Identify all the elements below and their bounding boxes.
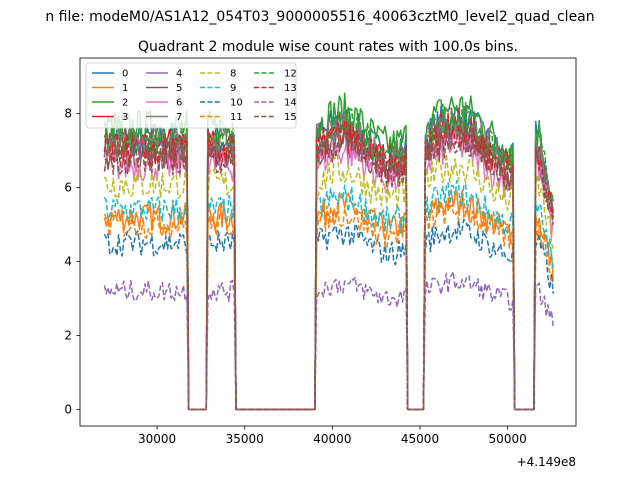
- x-tick-label: 50000: [489, 432, 527, 446]
- y-tick-label: 8: [64, 106, 72, 120]
- legend-label: 7: [176, 112, 182, 123]
- suptitle: n file: modeM0/AS1A12_054T03_9000005516_…: [45, 9, 594, 25]
- legend-item: 1: [92, 83, 128, 94]
- legend-item: 10: [200, 98, 243, 109]
- legend-item: 5: [146, 83, 182, 94]
- series-line-14: [103, 270, 554, 411]
- series-layer: [103, 92, 554, 411]
- x-tick-label: 40000: [313, 432, 351, 446]
- legend-label: 8: [230, 69, 236, 80]
- chart-title: Quadrant 2 module wise count rates with …: [138, 39, 518, 55]
- legend-label: 0: [122, 69, 128, 80]
- legend-label: 11: [230, 112, 243, 123]
- legend-item: 12: [254, 69, 297, 80]
- legend-label: 6: [176, 98, 182, 109]
- x-axis: 30000 35000 40000 45000 50000: [138, 426, 527, 446]
- legend-item: 6: [146, 98, 182, 109]
- legend-label: 14: [284, 98, 297, 109]
- legend-label: 10: [230, 98, 243, 109]
- legend-label: 5: [176, 83, 182, 94]
- y-tick-label: 6: [64, 180, 72, 194]
- legend-label: 13: [284, 83, 297, 94]
- legend-label: 4: [176, 69, 182, 80]
- legend-item: 7: [146, 112, 182, 123]
- legend-frame: [85, 62, 297, 129]
- legend-label: 3: [122, 112, 128, 123]
- series-line-10: [103, 218, 554, 411]
- legend-item: 11: [200, 112, 243, 123]
- legend-item: 2: [92, 98, 128, 109]
- legend-item: 14: [254, 98, 297, 109]
- y-tick-label: 2: [64, 328, 72, 342]
- y-tick-label: 4: [64, 254, 72, 268]
- legend-item: 8: [200, 69, 236, 80]
- x-offset-label: +4.149e8: [517, 455, 576, 469]
- legend-item: 3: [92, 112, 128, 123]
- y-axis: 0 2 4 6 8: [64, 106, 80, 416]
- legend-item: 4: [146, 69, 182, 80]
- legend-item: 13: [254, 83, 297, 94]
- series-line-11: [103, 197, 554, 411]
- series-line-6: [103, 128, 554, 411]
- legend-label: 2: [122, 98, 128, 109]
- legend-item: 15: [254, 112, 297, 123]
- legend-item: 9: [200, 83, 236, 94]
- legend-label: 1: [122, 83, 128, 94]
- legend-label: 15: [284, 112, 297, 123]
- x-tick-label: 35000: [226, 432, 264, 446]
- legend-item: 0: [92, 69, 128, 80]
- y-tick-label: 0: [64, 402, 72, 416]
- x-tick-label: 45000: [401, 432, 439, 446]
- series-line-15: [103, 122, 554, 411]
- series-line-8: [103, 152, 554, 411]
- plot-frame: [79, 57, 577, 427]
- legend-label: 12: [284, 69, 297, 80]
- series-line-9: [103, 179, 554, 411]
- x-tick-label: 30000: [138, 432, 176, 446]
- legend-label: 9: [230, 83, 236, 94]
